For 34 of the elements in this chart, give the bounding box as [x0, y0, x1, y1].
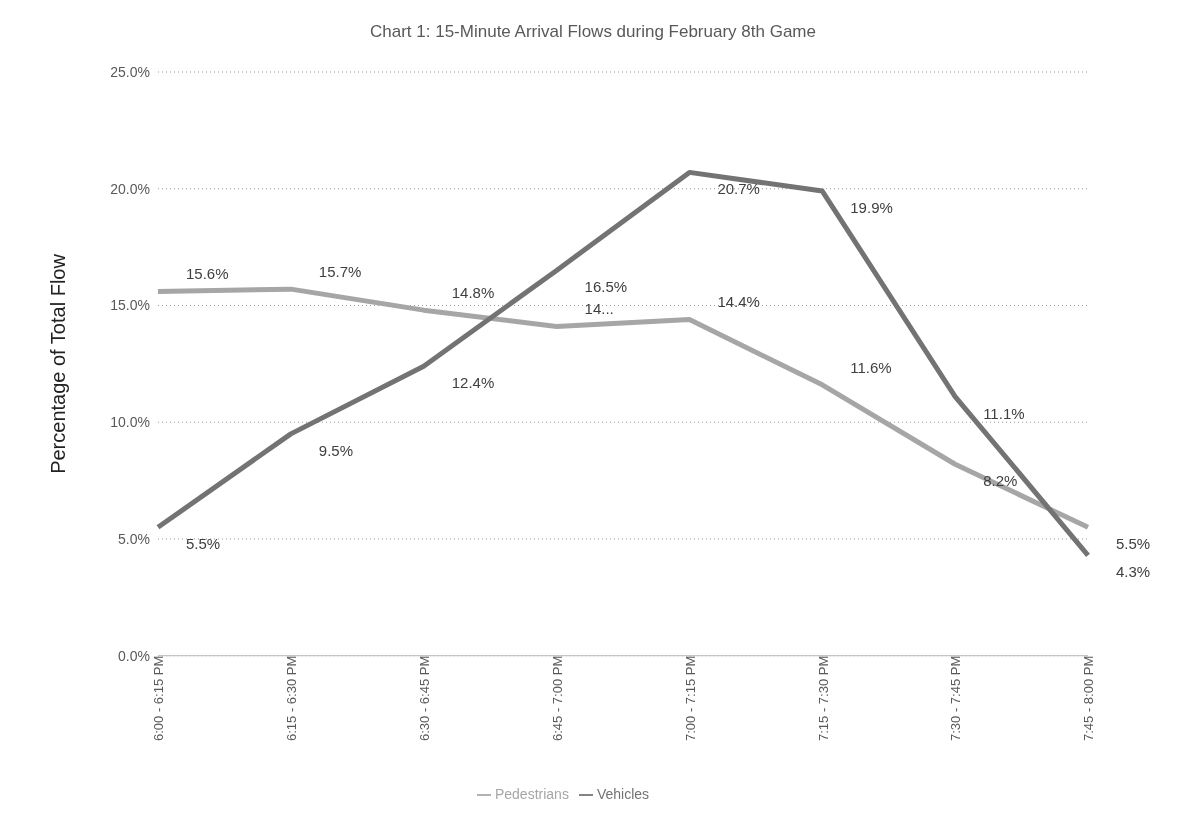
data-label: 15.7%	[318, 263, 362, 281]
data-label: 14.8%	[451, 284, 495, 302]
x-tick-label: 7:30 - 7:45 PM	[948, 655, 964, 741]
data-label: 15.6%	[186, 265, 229, 283]
data-label: 4.3%	[1116, 563, 1151, 581]
legend-label: Pedestrians	[494, 785, 569, 802]
y-tick-label: 25.0%	[110, 63, 150, 80]
legend-label: Vehicles	[596, 785, 650, 802]
x-tick-label: 7:00 - 7:15 PM	[682, 655, 698, 741]
y-tick-label: 10.0%	[110, 414, 150, 431]
data-label: 11.1%	[983, 404, 1025, 422]
y-tick-label: 20.0%	[110, 180, 150, 197]
data-label: 12.4%	[451, 374, 495, 392]
data-label: 8.2%	[983, 472, 1018, 490]
y-axis-title: Percentage of Total Flow	[47, 253, 70, 474]
y-tick-label: 5.0%	[118, 530, 150, 547]
data-label: 19.9%	[850, 199, 893, 217]
x-tick-label: 7:45 - 8:00 PM	[1081, 655, 1097, 741]
x-tick-label: 7:15 - 7:30 PM	[815, 655, 831, 741]
data-label: 5.5%	[1116, 535, 1151, 553]
y-tick-label: 15.0%	[110, 297, 150, 314]
data-label: 5.5%	[186, 535, 221, 553]
data-label: 11.6%	[850, 358, 892, 376]
y-tick-label: 0.0%	[118, 647, 150, 664]
data-label: 20.7%	[717, 180, 760, 198]
data-label: 16.5%	[584, 278, 628, 296]
x-tick-label: 6:30 - 6:45 PM	[416, 655, 432, 741]
data-label: 14...	[584, 300, 614, 318]
data-label: 9.5%	[318, 441, 354, 459]
x-tick-label: 6:00 - 6:15 PM	[151, 655, 167, 741]
x-tick-label: 6:45 - 7:00 PM	[549, 655, 565, 741]
chart-title: Chart 1: 15-Minute Arrival Flows during February 8th Game	[369, 21, 817, 43]
x-tick-label: 6:15 - 6:30 PM	[284, 655, 300, 741]
data-label: 14.4%	[717, 293, 760, 311]
